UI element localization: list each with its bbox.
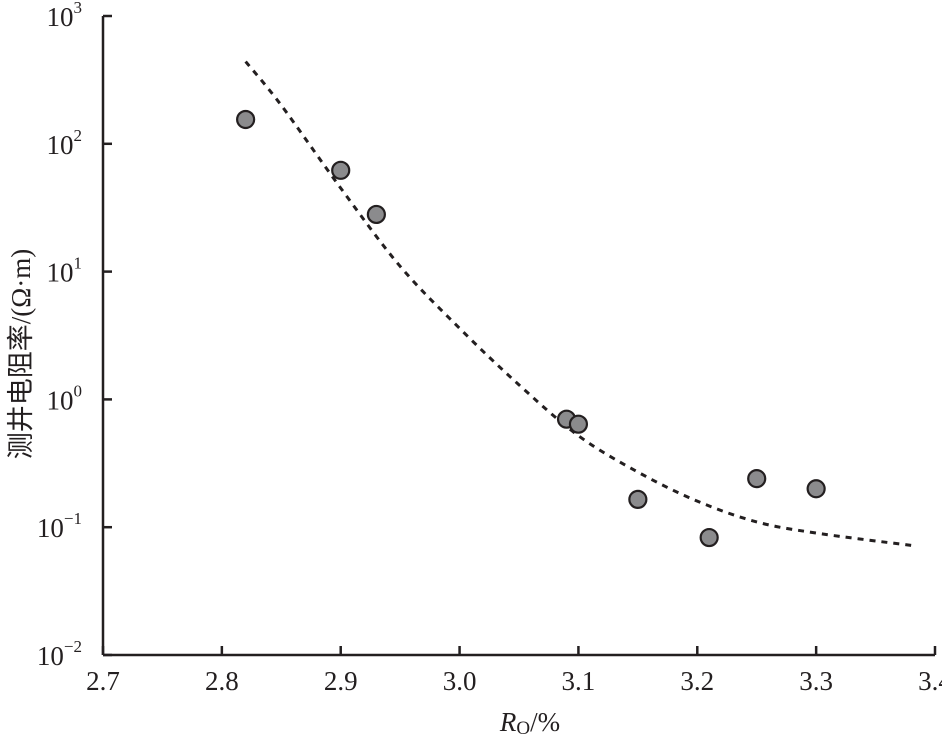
y-tick-base: 10: [47, 385, 74, 415]
x-tick-label: 2.8: [205, 666, 239, 696]
data-point: [747, 469, 767, 489]
x-ticks: 2.7 2.8 2.9 3.0 3.1 3.2 3.3 3.4: [86, 646, 942, 696]
y-tick-label: 102: [47, 126, 83, 160]
y-tick-exponent: −2: [64, 637, 82, 656]
fit-curve: [244, 60, 912, 547]
x-axis-title: RO/%: [499, 707, 560, 739]
data-point: [331, 160, 351, 180]
data-point: [236, 109, 256, 130]
y-tick-exponent: 0: [74, 381, 83, 400]
x-tick-label: 3.0: [443, 666, 477, 696]
axes: [101, 16, 935, 657]
y-axis-title: 测井电阻率/(Ω·m): [6, 249, 36, 460]
y-tick-base: 10: [47, 2, 74, 32]
x-axis-title-unit: /%: [530, 707, 560, 737]
data-point: [628, 489, 648, 510]
y-tick-base: 10: [47, 130, 74, 160]
y-tick-exponent: 3: [74, 0, 83, 17]
y-tick-label: 10−1: [37, 509, 82, 543]
x-tick-label: 3.4: [918, 666, 942, 696]
y-tick-exponent: 2: [74, 126, 83, 145]
data-point: [699, 527, 719, 548]
y-tick-base: 10: [47, 258, 74, 288]
y-tick-base: 10: [37, 513, 64, 543]
x-tick-label: 2.7: [86, 666, 120, 696]
data-points: [236, 109, 826, 548]
y-tick-base: 10: [37, 641, 64, 671]
y-tick-label: 10−2: [37, 637, 82, 671]
x-tick-label: 2.9: [324, 666, 358, 696]
x-tick-label: 3.2: [680, 666, 714, 696]
x-axis-title-subscript: O: [516, 718, 530, 739]
data-point: [806, 479, 826, 499]
y-tick-label: 101: [47, 254, 83, 288]
x-tick-label: 3.3: [799, 666, 833, 696]
y-tick-label: 100: [47, 381, 83, 415]
y-tick-label: 103: [47, 0, 83, 32]
data-point: [568, 414, 589, 434]
y-tick-exponent: 1: [74, 254, 83, 273]
x-axis-title-variable: R: [499, 707, 517, 737]
x-tick-label: 3.1: [562, 666, 596, 696]
data-point: [366, 204, 386, 225]
y-tick-exponent: −1: [64, 509, 82, 528]
